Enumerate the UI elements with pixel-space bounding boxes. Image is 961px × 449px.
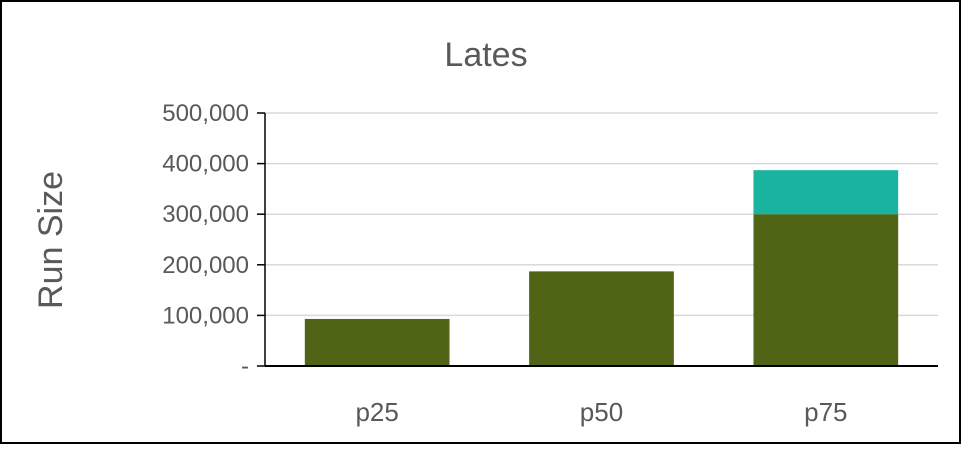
y-tick-label: 500,000	[162, 100, 249, 127]
y-tick-label: 200,000	[162, 252, 249, 279]
chart-title: Lates	[444, 36, 527, 74]
tick-labels: - 100,000 200,000 300,000 400,000 500,000 p25 p…	[162, 100, 847, 427]
bars	[304, 170, 899, 366]
y-tick-label: 300,000	[162, 201, 249, 228]
x-tick-label: p25	[355, 397, 398, 427]
bar-p25-series-1	[304, 318, 450, 366]
bar-p75-series-1	[753, 214, 899, 366]
axes	[257, 112, 938, 367]
y-tick-label: 400,000	[162, 151, 249, 178]
x-tick-label: p75	[804, 397, 847, 427]
y-tick-label: -	[241, 353, 249, 380]
x-tick-label: p50	[580, 397, 623, 427]
y-axis-label: Run Size	[32, 171, 70, 309]
bar-p50-series-1	[529, 271, 674, 366]
bar-p75-series-2	[753, 170, 899, 215]
y-tick-label: 100,000	[162, 302, 249, 329]
